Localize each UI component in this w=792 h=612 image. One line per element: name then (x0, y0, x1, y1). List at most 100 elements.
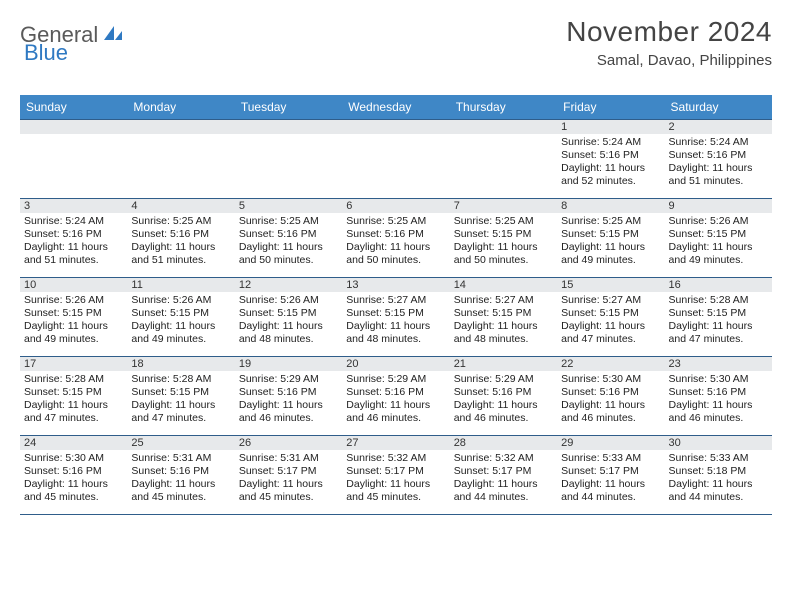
day-body: Sunrise: 5:24 AMSunset: 5:16 PMDaylight:… (20, 213, 127, 270)
day-cell: 11Sunrise: 5:26 AMSunset: 5:15 PMDayligh… (127, 278, 234, 357)
day-body: Sunrise: 5:33 AMSunset: 5:17 PMDaylight:… (557, 450, 664, 507)
sunset-text: Sunset: 5:15 PM (131, 307, 230, 320)
day-body (342, 134, 449, 138)
daylight-text: Daylight: 11 hours and 47 minutes. (669, 320, 768, 346)
day-cell: 14Sunrise: 5:27 AMSunset: 5:15 PMDayligh… (450, 278, 557, 357)
sunrise-text: Sunrise: 5:25 AM (239, 215, 338, 228)
week-row: 3Sunrise: 5:24 AMSunset: 5:16 PMDaylight… (20, 199, 772, 278)
day-cell: 25Sunrise: 5:31 AMSunset: 5:16 PMDayligh… (127, 436, 234, 515)
day-body: Sunrise: 5:26 AMSunset: 5:15 PMDaylight:… (127, 292, 234, 349)
dayname-6: Saturday (665, 95, 772, 120)
sunrise-text: Sunrise: 5:24 AM (669, 136, 768, 149)
day-number: 4 (127, 199, 234, 213)
daylight-text: Daylight: 11 hours and 49 minutes. (24, 320, 123, 346)
sunset-text: Sunset: 5:18 PM (669, 465, 768, 478)
sunrise-text: Sunrise: 5:33 AM (561, 452, 660, 465)
day-number: 28 (450, 436, 557, 450)
day-body: Sunrise: 5:31 AMSunset: 5:17 PMDaylight:… (235, 450, 342, 507)
day-number: 30 (665, 436, 772, 450)
sunrise-text: Sunrise: 5:24 AM (24, 215, 123, 228)
day-number (20, 120, 127, 134)
daylight-text: Daylight: 11 hours and 47 minutes. (24, 399, 123, 425)
daylight-text: Daylight: 11 hours and 52 minutes. (561, 162, 660, 188)
sunrise-text: Sunrise: 5:29 AM (239, 373, 338, 386)
day-number: 19 (235, 357, 342, 371)
sunset-text: Sunset: 5:17 PM (561, 465, 660, 478)
sunset-text: Sunset: 5:16 PM (131, 228, 230, 241)
day-cell: 8Sunrise: 5:25 AMSunset: 5:15 PMDaylight… (557, 199, 664, 278)
daylight-text: Daylight: 11 hours and 45 minutes. (239, 478, 338, 504)
day-cell (450, 120, 557, 199)
sunrise-text: Sunrise: 5:30 AM (24, 452, 123, 465)
sunrise-text: Sunrise: 5:25 AM (131, 215, 230, 228)
sail-icon (102, 24, 124, 47)
sunrise-text: Sunrise: 5:26 AM (239, 294, 338, 307)
sunset-text: Sunset: 5:16 PM (669, 386, 768, 399)
day-number: 10 (20, 278, 127, 292)
sunrise-text: Sunrise: 5:29 AM (346, 373, 445, 386)
daylight-text: Daylight: 11 hours and 46 minutes. (669, 399, 768, 425)
day-body: Sunrise: 5:30 AMSunset: 5:16 PMDaylight:… (665, 371, 772, 428)
calendar-table: SundayMondayTuesdayWednesdayThursdayFrid… (20, 95, 772, 515)
day-body: Sunrise: 5:26 AMSunset: 5:15 PMDaylight:… (20, 292, 127, 349)
sunset-text: Sunset: 5:16 PM (239, 386, 338, 399)
day-body: Sunrise: 5:25 AMSunset: 5:16 PMDaylight:… (127, 213, 234, 270)
daylight-text: Daylight: 11 hours and 48 minutes. (239, 320, 338, 346)
day-body: Sunrise: 5:33 AMSunset: 5:18 PMDaylight:… (665, 450, 772, 507)
daylight-text: Daylight: 11 hours and 50 minutes. (346, 241, 445, 267)
calendar-head: SundayMondayTuesdayWednesdayThursdayFrid… (20, 95, 772, 120)
day-cell: 15Sunrise: 5:27 AMSunset: 5:15 PMDayligh… (557, 278, 664, 357)
day-number (127, 120, 234, 134)
sunset-text: Sunset: 5:15 PM (561, 307, 660, 320)
day-cell: 28 Sunrise: 5:32 AMSunset: 5:17 PMDayligh… (450, 436, 557, 515)
day-number: 2 (665, 120, 772, 134)
sunrise-text: Sunrise: 5:28 AM (669, 294, 768, 307)
day-body: Sunrise: 5:27 AMSunset: 5:15 PMDaylight:… (342, 292, 449, 349)
day-number: 14 (450, 278, 557, 292)
sunset-text: Sunset: 5:16 PM (561, 149, 660, 162)
day-number: 17 (20, 357, 127, 371)
calendar-page: General November 2024 Samal, Davao, Phil… (0, 0, 792, 612)
daylight-text: Daylight: 11 hours and 49 minutes. (131, 320, 230, 346)
sunset-text: Sunset: 5:16 PM (346, 386, 445, 399)
day-number: 1 (557, 120, 664, 134)
day-number: 8 (557, 199, 664, 213)
sunrise-text: Sunrise: 5:32 AM (454, 452, 553, 465)
sunrise-text: Sunrise: 5:28 AM (24, 373, 123, 386)
sunset-text: Sunset: 5:15 PM (454, 228, 553, 241)
location: Samal, Davao, Philippines (566, 52, 772, 69)
day-body (450, 134, 557, 138)
day-cell: 20Sunrise: 5:29 AMSunset: 5:16 PMDayligh… (342, 357, 449, 436)
sunset-text: Sunset: 5:16 PM (24, 228, 123, 241)
sunset-text: Sunset: 5:16 PM (561, 386, 660, 399)
sunset-text: Sunset: 5:15 PM (669, 307, 768, 320)
day-number: 29 (557, 436, 664, 450)
sunrise-text: Sunrise: 5:30 AM (669, 373, 768, 386)
day-body: Sunrise: 5:25 AMSunset: 5:15 PMDaylight:… (450, 213, 557, 270)
daylight-text: Daylight: 11 hours and 46 minutes. (346, 399, 445, 425)
sunset-text: Sunset: 5:16 PM (24, 465, 123, 478)
day-body: Sunrise: 5:25 AMSunset: 5:15 PMDaylight:… (557, 213, 664, 270)
day-cell: 24Sunrise: 5:30 AMSunset: 5:16 PMDayligh… (20, 436, 127, 515)
day-number: 23 (665, 357, 772, 371)
day-body: Sunrise: 5:29 AMSunset: 5:16 PMDaylight:… (342, 371, 449, 428)
daylight-text: Daylight: 11 hours and 45 minutes. (24, 478, 123, 504)
day-number: 9 (665, 199, 772, 213)
sunset-text: Sunset: 5:15 PM (669, 228, 768, 241)
dayname-3: Wednesday (342, 95, 449, 120)
day-cell: 9Sunrise: 5:26 AMSunset: 5:15 PMDaylight… (665, 199, 772, 278)
day-number: 13 (342, 278, 449, 292)
sunrise-text: Sunrise: 5:27 AM (454, 294, 553, 307)
brand-word2: Blue (24, 40, 68, 65)
day-body: Sunrise: 5:25 AMSunset: 5:16 PMDaylight:… (235, 213, 342, 270)
sunset-text: Sunset: 5:17 PM (454, 465, 553, 478)
day-number: 5 (235, 199, 342, 213)
sunset-text: Sunset: 5:15 PM (454, 307, 553, 320)
sunset-text: Sunset: 5:16 PM (239, 228, 338, 241)
sunset-text: Sunset: 5:15 PM (24, 307, 123, 320)
sunset-text: Sunset: 5:15 PM (131, 386, 230, 399)
daylight-text: Daylight: 11 hours and 44 minutes. (454, 478, 553, 504)
day-number: 15 (557, 278, 664, 292)
daylight-text: Daylight: 11 hours and 48 minutes. (346, 320, 445, 346)
day-cell: 30Sunrise: 5:33 AMSunset: 5:18 PMDayligh… (665, 436, 772, 515)
